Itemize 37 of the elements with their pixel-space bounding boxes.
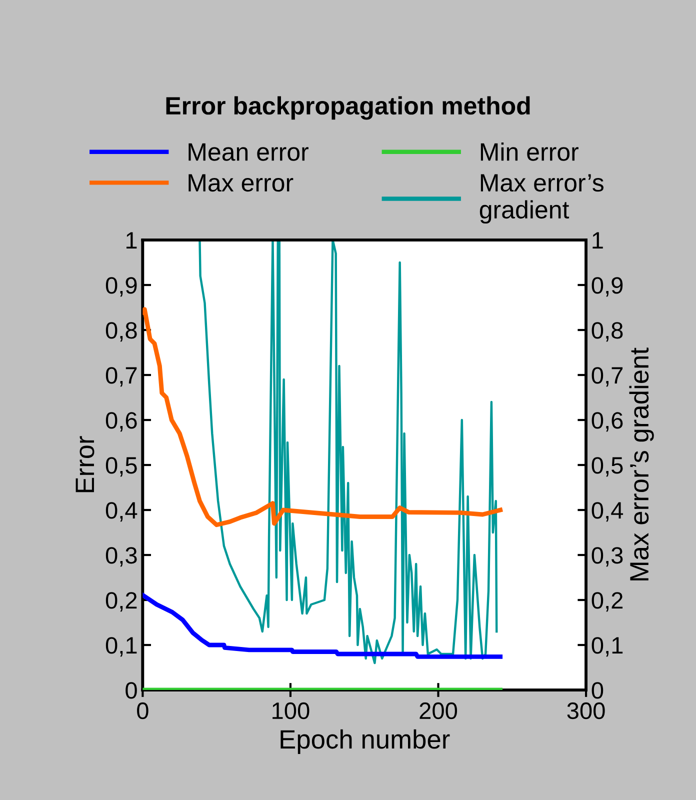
line-series [198,240,498,664]
y2-tick-label: 0,6 [592,412,623,432]
legend-label: Max error’s gradient [480,174,604,224]
y2-tick-label: 0,9 [592,277,623,297]
y2-tick-label: 0,5 [592,457,623,477]
y2-tick-label: 1 [592,232,603,249]
x-tick-label: 300 [567,702,605,720]
line-series [142,307,503,528]
y-tick-label: 0,9 [106,277,137,297]
legend-label: Min error [480,142,578,161]
y-tick-label: 0,8 [106,322,137,342]
y-axis-title: Error [76,436,94,492]
y-tick-label: 0,6 [106,412,137,432]
x-tick-label: 200 [420,702,458,720]
y-tick-label: 0,1 [106,637,137,657]
y2-tick-label: 0,4 [592,502,624,522]
legend-label: Max error [188,174,294,192]
y-tick-label: 1 [126,232,137,249]
chart-title: Error backpropagation method [166,96,530,120]
y-tick-label: 0,2 [106,592,137,612]
y-tick-label: 0,4 [106,502,138,522]
y2-axis-title: Max error’s gradient [629,348,654,580]
y-tick-label: 0,3 [106,547,137,567]
y2-tick-label: 0,3 [592,547,623,567]
x-tick-label: 0 [137,702,148,720]
y2-tick-label: 0,2 [592,592,623,612]
x-tick-label: 100 [272,702,310,720]
y-tick-label: 0,7 [106,367,137,387]
y2-tick-label: 0,8 [592,322,623,342]
y-tick-label: 0,5 [106,457,137,477]
y2-tick-label: 0 [592,682,604,699]
x-axis-title: Epoch number [280,729,450,754]
y2-tick-label: 0,1 [592,637,623,657]
legend-label: Mean error [188,143,308,161]
line-series [142,592,503,659]
y-tick-label: 0 [126,682,137,699]
y2-tick-label: 0,7 [592,367,623,387]
